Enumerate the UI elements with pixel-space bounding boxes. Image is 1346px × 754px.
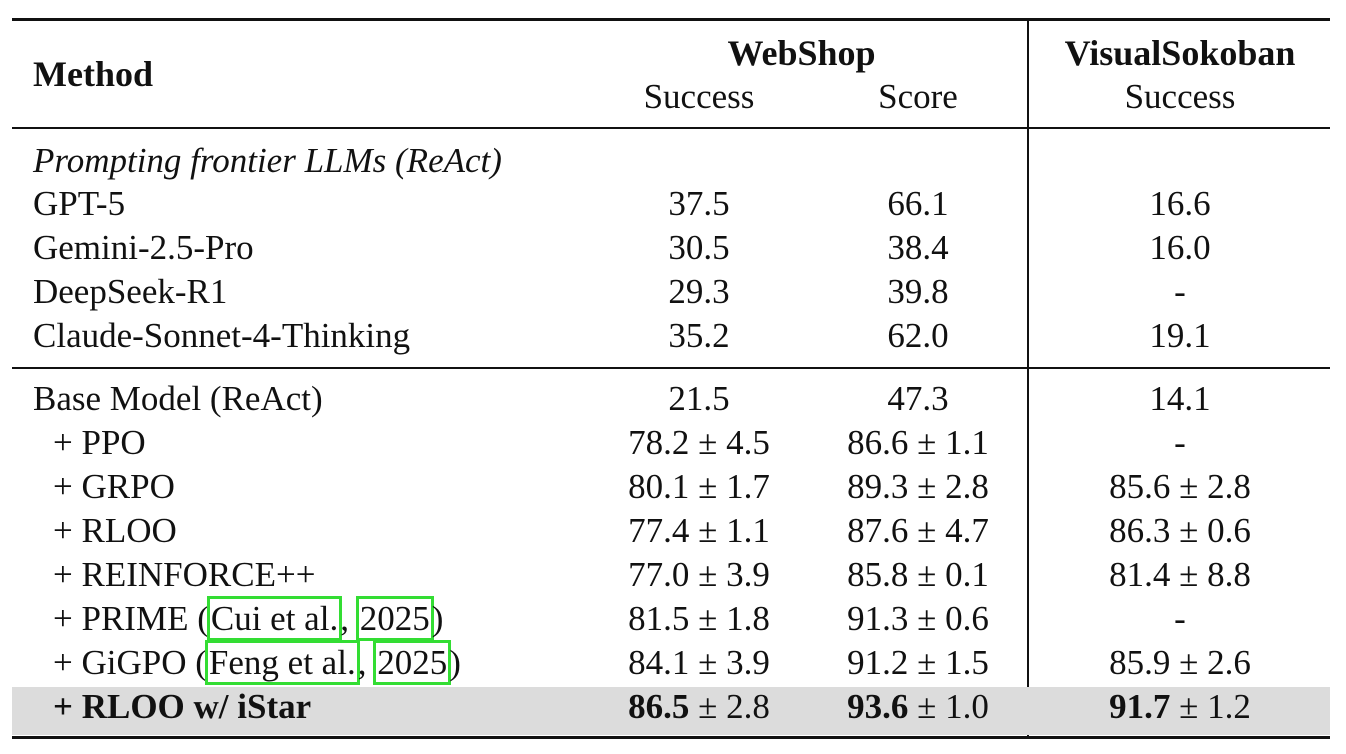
ws-success-value: 84.1 ± 3.9 [628, 643, 770, 682]
ws-success-value: 21.5 [668, 379, 730, 418]
method-name: Gemini-2.5-Pro [33, 228, 254, 267]
webshop-success-header: Success [643, 77, 755, 116]
ws-success-value: 30.5 [668, 228, 730, 267]
method-name: Claude-Sonnet-4-Thinking [33, 316, 411, 355]
vs-success-value: 16.6 [1149, 184, 1211, 223]
ws-success-value: 77.4 ± 1.1 [628, 511, 770, 550]
citation-separator: , [357, 643, 376, 682]
vs-success-value: 85.6 ± 2.8 [1109, 467, 1251, 506]
vs-success-value: - [1174, 272, 1186, 311]
vs-success-value: 86.3 ± 0.6 [1109, 511, 1251, 550]
ws-success-value: 29.3 [668, 272, 730, 311]
section-rule [12, 367, 1330, 369]
ws-score-value: 93.6 ± 1.0 [818, 689, 1018, 724]
ws-success-value: 80.1 ± 1.7 [628, 467, 770, 506]
ws-success-main: 86.5 [628, 687, 690, 726]
method-name: DeepSeek-R1 [33, 272, 228, 311]
ws-score-error: ± 1.0 [908, 687, 989, 726]
vs-success-main: 91.7 [1109, 687, 1171, 726]
method-name: + GiGPO (Feng et al., 2025) [53, 640, 461, 685]
vs-success-error: ± 1.2 [1170, 687, 1251, 726]
ws-success-value: 78.2 ± 4.5 [628, 423, 770, 462]
ws-score-value: 62.0 [887, 316, 949, 355]
method-name: + GRPO [53, 467, 175, 506]
ws-score-value: 38.4 [887, 228, 949, 267]
method-prefix: + GiGPO ( [53, 643, 207, 682]
ws-score-value: 86.6 ± 1.1 [847, 423, 989, 462]
citation-year-link[interactable]: 2025 [355, 596, 434, 641]
visualsokoban-success-header: Success [1124, 77, 1236, 116]
ws-score-value: 87.6 ± 4.7 [847, 511, 989, 550]
method-name: + REINFORCE++ [53, 555, 316, 594]
method-prefix: + PRIME ( [53, 599, 209, 638]
ws-score-value: 39.8 [887, 272, 949, 311]
method-name: + PPO [53, 423, 146, 462]
webshop-score-header: Score [878, 77, 958, 116]
vs-success-value: 14.1 [1149, 379, 1211, 418]
ws-score-value: 91.2 ± 1.5 [847, 643, 989, 682]
ws-score-main: 93.6 [847, 687, 909, 726]
top-rule [12, 18, 1330, 21]
vs-success-value: 91.7 ± 1.2 [1030, 689, 1330, 724]
column-divider [1027, 21, 1029, 736]
ws-success-value: 37.5 [668, 184, 730, 223]
method-name: + RLOO [53, 511, 177, 550]
method-name: Base Model (ReAct) [33, 379, 323, 418]
ws-success-value: 86.5 ± 2.8 [585, 689, 813, 724]
vs-success-value: 85.9 ± 2.6 [1109, 643, 1251, 682]
webshop-header: WebShop [727, 33, 876, 73]
method-suffix: ) [431, 599, 444, 638]
ws-score-value: 91.3 ± 0.6 [847, 599, 989, 638]
ws-success-value: 77.0 ± 3.9 [628, 555, 770, 594]
method-suffix: ) [449, 643, 461, 682]
ws-score-value: 85.8 ± 0.1 [847, 555, 989, 594]
highlight-row-background [12, 687, 1330, 735]
vs-success-value: - [1174, 423, 1186, 462]
vs-success-value: 16.0 [1149, 228, 1211, 267]
vs-success-value: - [1174, 599, 1186, 638]
section-title: Prompting frontier LLMs (ReAct) [33, 141, 502, 180]
method-header: Method [33, 54, 153, 94]
ws-score-value: 47.3 [887, 379, 949, 418]
ws-success-error: ± 2.8 [689, 687, 770, 726]
ws-score-value: 66.1 [887, 184, 949, 223]
citation-year-link[interactable]: 2025 [373, 640, 452, 685]
visualsokoban-header: VisualSokoban [1064, 33, 1296, 73]
ws-success-value: 81.5 ± 1.8 [628, 599, 770, 638]
method-name: GPT-5 [33, 184, 126, 223]
header-rule [12, 127, 1330, 129]
ws-success-value: 35.2 [668, 316, 730, 355]
ws-score-value: 89.3 ± 2.8 [847, 467, 989, 506]
citation-separator: , [340, 599, 358, 638]
vs-success-value: 81.4 ± 8.8 [1109, 555, 1251, 594]
vs-success-value: 19.1 [1149, 316, 1211, 355]
citation-author-link[interactable]: Feng et al. [204, 640, 360, 685]
citation-author-link[interactable]: Cui et al. [206, 596, 343, 641]
bottom-rule [12, 736, 1330, 739]
method-name: + RLOO w/ iStar [53, 687, 312, 726]
method-name: + PRIME (Cui et al., 2025) [53, 596, 444, 641]
